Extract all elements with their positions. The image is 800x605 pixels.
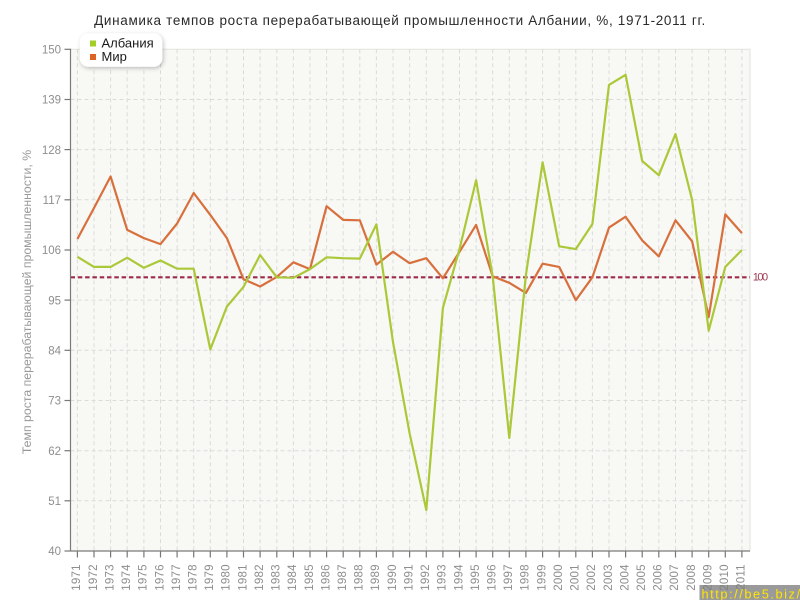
svg-text:84: 84 — [48, 346, 61, 358]
svg-text:40: 40 — [48, 546, 61, 558]
svg-text:2006: 2006 — [653, 564, 665, 590]
svg-text:2000: 2000 — [553, 564, 565, 590]
svg-text:1989: 1989 — [370, 564, 382, 590]
svg-text:http://be5.biz/: http://be5.biz/ — [702, 586, 800, 600]
svg-text:Динамика темпов роста перераба: Динамика темпов роста перерабатывающей п… — [94, 13, 706, 28]
svg-text:1974: 1974 — [121, 564, 133, 591]
svg-text:1991: 1991 — [403, 564, 415, 590]
svg-text:2007: 2007 — [669, 564, 681, 590]
svg-text:1990: 1990 — [387, 564, 399, 590]
svg-text:1982: 1982 — [254, 564, 266, 590]
svg-text:1977: 1977 — [171, 564, 183, 590]
svg-text:100: 100 — [753, 271, 768, 283]
svg-text:1980: 1980 — [221, 564, 233, 590]
svg-text:1992: 1992 — [420, 564, 432, 590]
svg-text:1978: 1978 — [188, 564, 200, 590]
svg-text:1981: 1981 — [237, 564, 249, 590]
svg-text:128: 128 — [42, 145, 61, 157]
svg-text:1996: 1996 — [487, 564, 499, 590]
svg-text:2003: 2003 — [603, 564, 615, 590]
svg-text:1984: 1984 — [287, 564, 299, 591]
svg-text:1987: 1987 — [337, 564, 349, 590]
svg-text:117: 117 — [43, 195, 61, 207]
svg-text:139: 139 — [42, 95, 61, 107]
svg-text:1986: 1986 — [320, 564, 332, 590]
svg-text:1985: 1985 — [304, 564, 316, 590]
svg-text:2001: 2001 — [570, 564, 582, 590]
svg-text:95: 95 — [48, 295, 61, 307]
svg-text:1997: 1997 — [503, 564, 515, 590]
svg-text:2004: 2004 — [619, 564, 631, 591]
svg-text:1975: 1975 — [138, 564, 150, 590]
svg-text:1979: 1979 — [204, 564, 216, 590]
svg-text:Темп роста перерабатывающей пр: Темп роста перерабатывающей промышленнос… — [20, 150, 34, 454]
svg-text:2008: 2008 — [686, 564, 698, 590]
svg-text:51: 51 — [48, 496, 61, 508]
svg-text:1998: 1998 — [520, 564, 532, 590]
svg-text:Мир: Мир — [102, 49, 127, 64]
svg-text:1971: 1971 — [71, 564, 83, 590]
svg-text:2002: 2002 — [586, 564, 598, 590]
svg-text:1983: 1983 — [271, 564, 283, 590]
svg-text:1999: 1999 — [536, 564, 548, 590]
svg-text:1973: 1973 — [104, 564, 116, 590]
svg-text:62: 62 — [48, 446, 61, 458]
svg-text:1972: 1972 — [88, 564, 100, 590]
svg-text:106: 106 — [42, 245, 61, 257]
svg-text:150: 150 — [42, 45, 61, 57]
svg-text:73: 73 — [48, 396, 61, 408]
svg-text:1976: 1976 — [154, 564, 166, 590]
svg-text:1993: 1993 — [437, 564, 449, 590]
svg-text:2005: 2005 — [636, 564, 648, 590]
svg-text:1994: 1994 — [453, 564, 465, 591]
svg-text:1988: 1988 — [354, 564, 366, 590]
svg-text:1995: 1995 — [470, 564, 482, 590]
